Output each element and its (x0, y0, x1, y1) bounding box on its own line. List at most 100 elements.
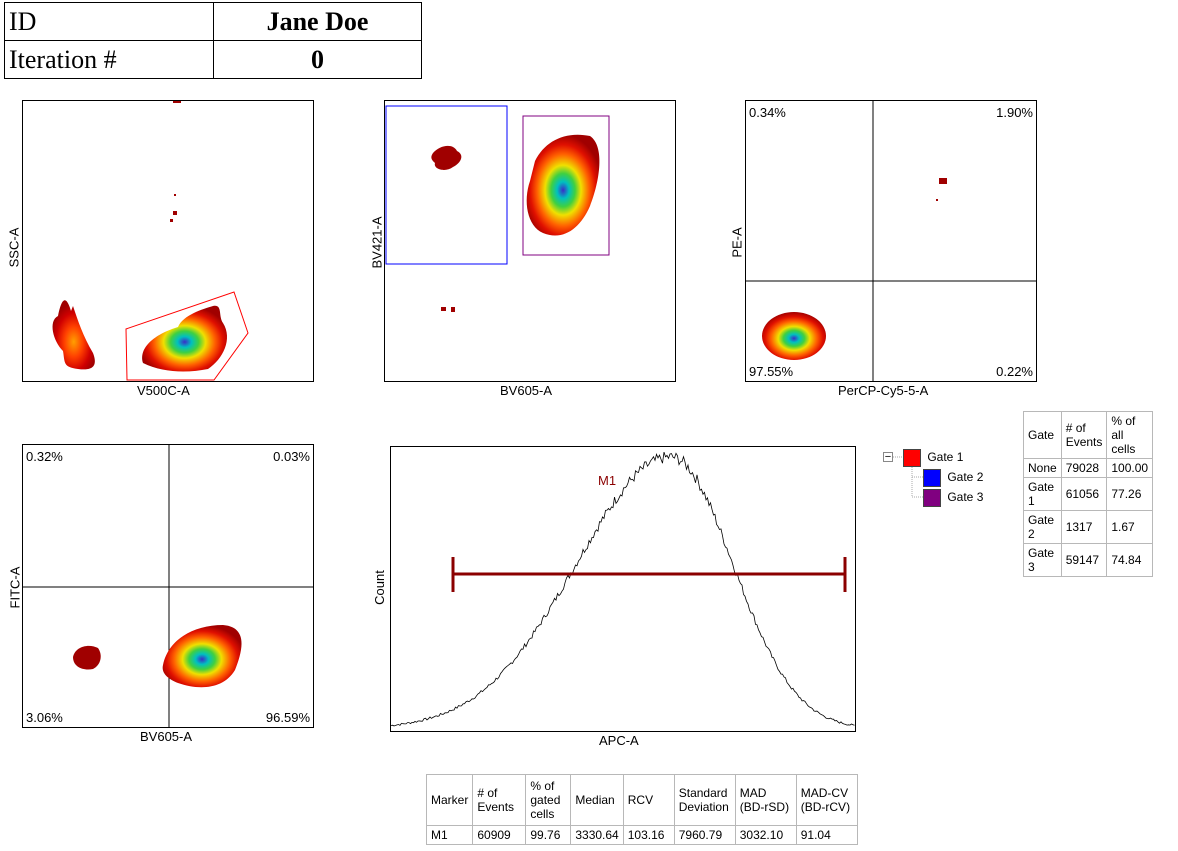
population-debris (52, 300, 95, 370)
cell: Gate 3 (1023, 543, 1062, 577)
table-row: None 79028 100.00 (1023, 458, 1154, 478)
cell: 103.16 (622, 825, 675, 845)
cell: 100.00 (1106, 458, 1154, 478)
event-dot (936, 199, 938, 201)
col-events: # of Events (1060, 411, 1108, 459)
plot5-x-label: APC-A (599, 733, 639, 748)
population-gate3 (526, 134, 600, 236)
col-pct-all: % of all cells (1106, 411, 1154, 459)
population-main (762, 312, 826, 360)
plot3-x-label: PerCP-Cy5-5-A (838, 383, 929, 398)
cell: M1 (425, 825, 474, 845)
iteration-label: Iteration # (4, 40, 214, 79)
hierarchy-lines (883, 452, 923, 498)
legend-gate1[interactable]: Gate 1 (903, 449, 963, 467)
event-dot (170, 219, 173, 222)
plot-bv421-vs-bv605 (384, 100, 676, 382)
plot-ssc-vs-v500c (22, 100, 314, 382)
gate2-rectangle (385, 105, 508, 265)
col-median: Median (570, 774, 624, 826)
plot3-q-ll: 97.55% (749, 364, 794, 379)
table-row: M1 60909 99.76 3330.64 103.16 7960.79 30… (425, 825, 858, 845)
plot1-x-label: V500C-A (137, 383, 190, 398)
id-label: ID (4, 2, 214, 41)
col-events: # of Events (472, 774, 527, 826)
col-madcv: MAD-CV (BD-rCV) (795, 774, 858, 826)
plot5-y-label: Count (371, 570, 387, 605)
col-marker: Marker (425, 774, 474, 826)
plot3-y-label: PE-A (729, 227, 745, 258)
cell: 3032.10 (734, 825, 797, 845)
population-gate2 (431, 145, 462, 170)
cell: Gate 1 (1023, 477, 1062, 511)
plot-fitc-vs-bv605: 0.32% 0.03% 3.06% 96.59% (22, 444, 314, 728)
population-cells (142, 305, 228, 372)
legend-gate2[interactable]: Gate 2 (923, 469, 983, 487)
gate1-label: Gate 1 (927, 450, 964, 465)
plot2-x-label: BV605-A (500, 383, 553, 398)
population-small (73, 645, 101, 670)
marker-stats-table: Marker # of Events % of gated cells Medi… (425, 774, 858, 845)
table-row: Gate 3 59147 74.84 (1023, 543, 1154, 577)
table-row: Gate 1 61056 77.26 (1023, 477, 1154, 511)
gate1-swatch (903, 449, 921, 467)
plot4-q-ul: 0.32% (26, 449, 63, 464)
gate3-swatch (923, 489, 941, 507)
plot1-y-label: SSC-A (6, 227, 22, 268)
cell: 74.84 (1106, 543, 1154, 577)
event-dot (173, 211, 177, 215)
col-stdev: Standard Deviation (673, 774, 736, 826)
cell: 91.04 (795, 825, 858, 845)
plot-fitc-vs-bv605-canvas (23, 445, 313, 727)
gate3-rectangle (522, 115, 610, 256)
population-main (162, 625, 242, 688)
col-gate: Gate (1023, 411, 1062, 459)
col-rcv: RCV (622, 774, 675, 826)
cell: 60909 (472, 825, 527, 845)
plot-bv421-vs-bv605-canvas (385, 105, 610, 312)
plot-ssc-vs-v500c-canvas (52, 101, 249, 381)
plot-pe-vs-percp: 0.34% 1.90% 97.55% 0.22% (745, 100, 1037, 382)
table-header-row: Marker # of Events % of gated cells Medi… (425, 774, 858, 826)
table-header-row: Gate # of Events % of all cells (1023, 411, 1154, 459)
cell: 79028 (1060, 458, 1108, 478)
cell: 61056 (1060, 477, 1108, 511)
event-dot (174, 194, 176, 196)
cell: None (1023, 458, 1062, 478)
gate2-swatch (923, 469, 941, 487)
gate-hierarchy: − Gate 1 Gate 2 Gate 3 (883, 448, 993, 508)
gate3-label: Gate 3 (947, 490, 984, 505)
plot4-q-ll: 3.06% (26, 710, 63, 725)
table-row: Gate 2 1317 1.67 (1023, 510, 1154, 544)
gate-stats-table: Gate # of Events % of all cells None 790… (1023, 411, 1154, 577)
gate2-label: Gate 2 (947, 470, 984, 485)
iteration-value: 0 (213, 40, 422, 79)
cell: 99.76 (525, 825, 572, 845)
cell: 59147 (1060, 543, 1108, 577)
plot2-y-label: BV421-A (369, 216, 385, 269)
plot4-q-ur: 0.03% (273, 449, 310, 464)
event-dot (451, 307, 455, 312)
plot4-x-label: BV605-A (140, 729, 193, 744)
col-mad: MAD (BD-rSD) (734, 774, 797, 826)
plot3-q-ur: 1.90% (996, 105, 1033, 120)
plot4-q-lr: 96.59% (265, 710, 310, 725)
cell: 1317 (1060, 510, 1108, 544)
collapse-toggle[interactable]: − (884, 451, 892, 463)
plot-pe-vs-percp-canvas (746, 101, 1036, 381)
histogram-trace (391, 451, 855, 727)
plot4-y-label: FITC-A (7, 566, 23, 609)
legend-gate3[interactable]: Gate 3 (923, 489, 983, 507)
cell: 7960.79 (673, 825, 736, 845)
plot-apc-histogram-canvas (391, 451, 855, 727)
cell: Gate 2 (1023, 510, 1062, 544)
marker-m1-label: M1 (598, 473, 617, 488)
id-value: Jane Doe (213, 2, 422, 41)
plot3-q-lr: 0.22% (996, 364, 1033, 379)
cell: 3330.64 (570, 825, 624, 845)
plot-apc-histogram: M1 (390, 446, 856, 732)
col-pct-gated: % of gated cells (525, 774, 572, 826)
plot3-q-ul: 0.34% (749, 105, 786, 120)
cell: 77.26 (1106, 477, 1154, 511)
event-dot (173, 101, 181, 103)
